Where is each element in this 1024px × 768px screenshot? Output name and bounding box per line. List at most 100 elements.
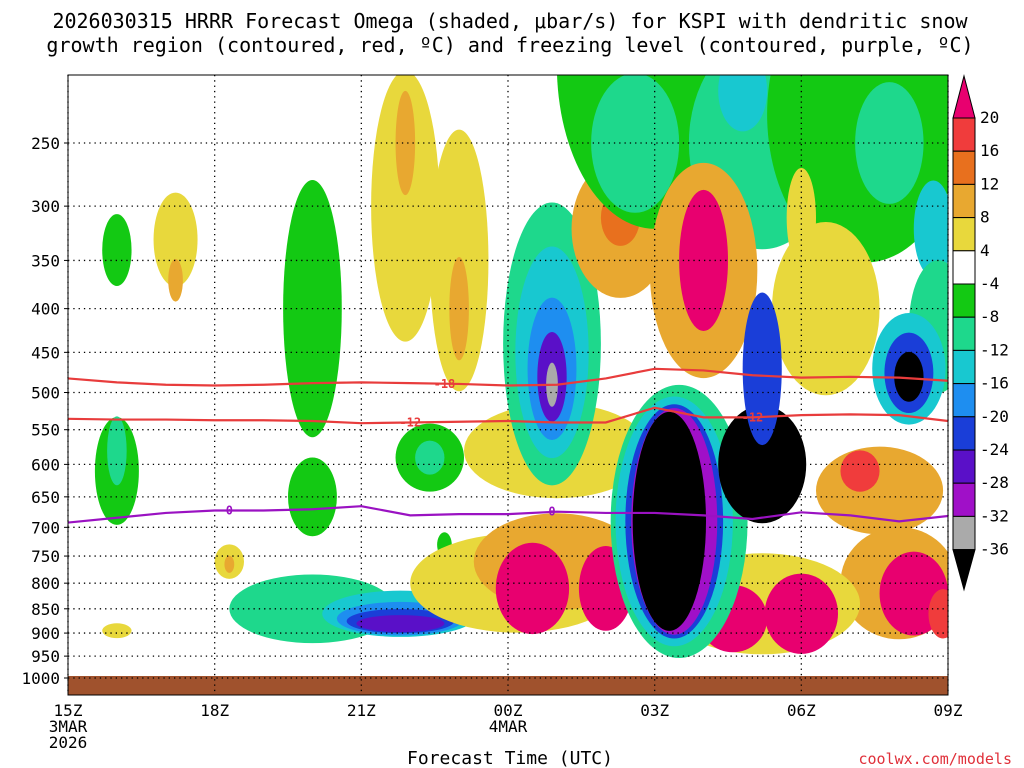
colorbar-tick-label: 12 xyxy=(980,174,999,193)
pressure-tick-label: 400 xyxy=(31,300,60,319)
pressure-tick-label: 700 xyxy=(31,518,60,537)
pressure-tick-label: 650 xyxy=(31,488,60,507)
omega-cell xyxy=(415,440,445,475)
omega-cell xyxy=(855,82,924,204)
colorbar: 20 16 12 8 4 -4 -8 -12 -16 -20 -24 -28 -32 -36 xyxy=(952,74,1009,592)
omega-cell xyxy=(913,180,948,277)
colorbar-segment xyxy=(952,316,976,351)
omega-cell xyxy=(840,450,880,492)
time-tick-label: 21Z xyxy=(347,701,376,720)
time-tick-label: 4MAR xyxy=(489,717,528,736)
contour-label: 0 xyxy=(226,503,233,517)
colorbar-tick-label: -28 xyxy=(980,473,1009,492)
omega-cell xyxy=(356,615,445,632)
pressure-tick-label: 350 xyxy=(31,251,60,270)
colorbar-tick-label: 16 xyxy=(980,141,999,160)
omega-cell xyxy=(168,259,183,302)
colorbar-tick-label: 20 xyxy=(980,108,999,127)
colorbar-tick-label: 8 xyxy=(980,208,990,227)
contour-freezing-level-0 xyxy=(68,505,948,524)
time-tick-label: 15Z xyxy=(54,701,83,720)
time-tick-label: 06Z xyxy=(787,701,816,720)
pressure-tick-label: 500 xyxy=(31,384,60,403)
pressure-tick-label: 300 xyxy=(31,197,60,216)
contour-dendritic-minus18 xyxy=(68,367,948,387)
omega-cell xyxy=(395,90,416,196)
pressure-axis: 250 300 350 400 450 500 550 600 650 700 750 800 850 9… xyxy=(21,134,68,688)
omega-cell xyxy=(591,75,680,213)
plot-frame xyxy=(67,74,949,696)
omega-cell xyxy=(224,555,235,573)
colorbar-segment xyxy=(952,74,976,119)
contour-dendritic-minus12 xyxy=(68,406,948,425)
credit-link[interactable]: coolwx.com/models xyxy=(858,750,1012,768)
pressure-tick-label: 600 xyxy=(31,455,60,474)
omega-cell xyxy=(102,623,132,639)
time-tick-label: 03Z xyxy=(640,701,669,720)
omega-cell xyxy=(102,214,132,287)
colorbar-segment xyxy=(952,515,976,551)
x-axis-label: Forecast Time (UTC) xyxy=(407,748,613,768)
pressure-tick-label: 850 xyxy=(31,600,60,619)
pressure-tick-label: 800 xyxy=(31,574,60,593)
colorbar-segment xyxy=(952,250,976,285)
time-tick-label: 2026 xyxy=(49,733,88,752)
pressure-tick-label: 450 xyxy=(31,343,60,362)
omega-cell xyxy=(718,75,768,132)
pressure-tick-label: 750 xyxy=(31,547,60,566)
pressure-tick-label: 550 xyxy=(31,421,60,440)
contour-label: 0 xyxy=(548,505,555,519)
contour-label: -12 xyxy=(742,410,764,424)
pressure-tick-label: 950 xyxy=(31,647,60,666)
colorbar-tick-label: -32 xyxy=(980,506,1009,525)
omega-cell xyxy=(816,446,944,535)
colorbar-segment xyxy=(952,150,976,185)
omega-cell xyxy=(718,405,807,524)
colorbar-tick-label: -16 xyxy=(980,374,1009,393)
colorbar-segment xyxy=(952,283,976,318)
omega-cell xyxy=(371,75,440,342)
omega-cell xyxy=(632,411,706,631)
omega-cell xyxy=(928,589,948,639)
colorbar-segment xyxy=(952,416,976,451)
omega-cell xyxy=(107,416,127,486)
colorbar-segment xyxy=(952,183,976,219)
colorbar-segment xyxy=(952,482,976,517)
colorbar-segment xyxy=(952,117,976,152)
time-tick-label: 00Z xyxy=(494,701,523,720)
omega-cell xyxy=(894,351,924,402)
omega-cell xyxy=(153,192,198,287)
pressure-tick-label: 1000 xyxy=(21,669,60,688)
omega-cell xyxy=(764,573,838,654)
colorbar-segment xyxy=(952,449,976,484)
pressure-tick-label: 900 xyxy=(31,624,60,643)
omega-cell xyxy=(449,256,469,361)
omega-cell xyxy=(679,189,728,331)
omega-cell xyxy=(742,292,782,446)
colorbar-tick-label: -4 xyxy=(980,274,999,293)
colorbar-tick-label: -20 xyxy=(980,407,1009,426)
time-tick-label: 09Z xyxy=(934,701,963,720)
colorbar-tick-label: -24 xyxy=(980,440,1009,459)
colorbar-tick-label: -8 xyxy=(980,307,999,326)
pressure-tick-label: 250 xyxy=(31,134,60,153)
colorbar-tick-label: 4 xyxy=(980,241,990,260)
grid-lines xyxy=(67,75,949,695)
time-tick-label: 18Z xyxy=(200,701,229,720)
chart-title-line-1: 2026030315 HRRR Forecast Omega (shaded, … xyxy=(52,9,968,33)
colorbar-segment xyxy=(952,549,976,592)
colorbar-segment xyxy=(952,217,976,252)
omega-shading xyxy=(94,75,948,658)
omega-cell xyxy=(495,542,570,635)
time-tick-label: 3MAR xyxy=(49,717,88,736)
contour-label: -18 xyxy=(434,377,456,391)
chart-title-line-2: growth region (contoured, red, ºC) and f… xyxy=(46,33,973,57)
temperature-contours: -18 -12 -12 0 0 xyxy=(68,367,948,524)
colorbar-segment xyxy=(952,383,976,418)
colorbar-tick-label: -36 xyxy=(980,540,1009,559)
colorbar-tick-label: -12 xyxy=(980,340,1009,359)
contour-label: -12 xyxy=(399,415,421,429)
colorbar-segment xyxy=(952,349,976,385)
